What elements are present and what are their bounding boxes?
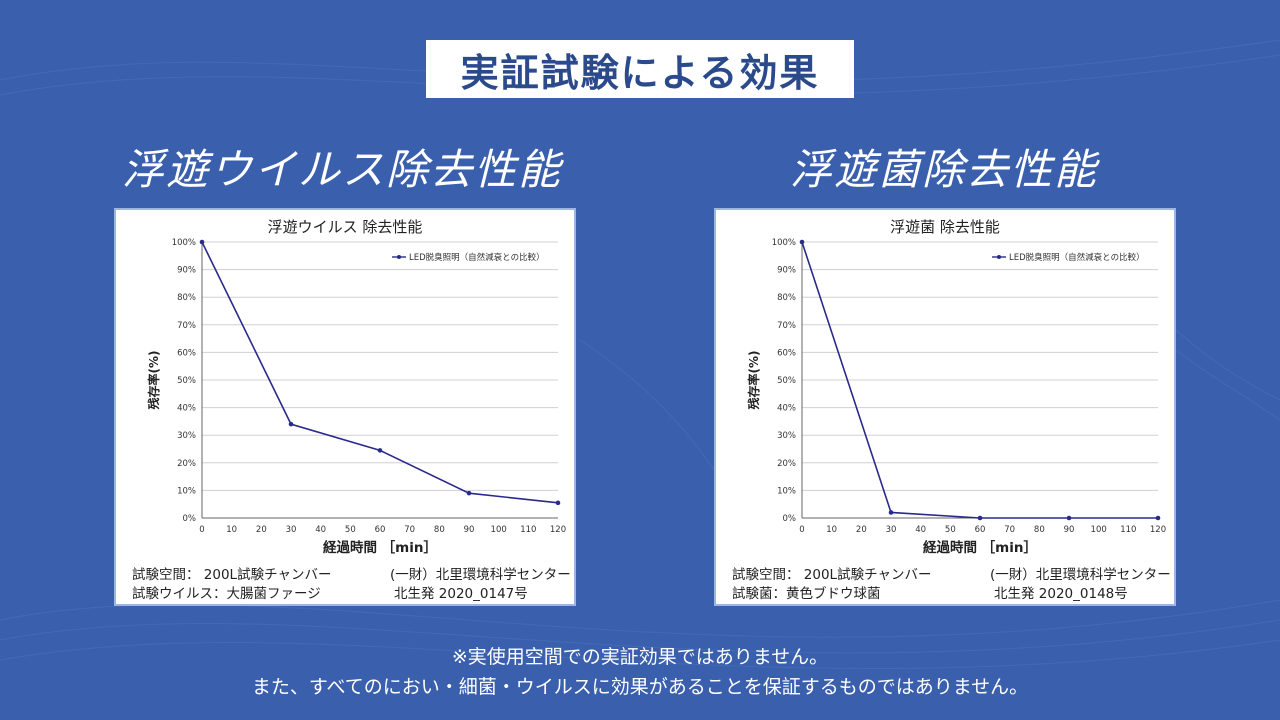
y-tick-label: 40%	[177, 404, 196, 414]
x-tick-label: 0	[799, 525, 804, 535]
data-point	[377, 448, 383, 453]
y-axis-label: 残存率(%)	[146, 351, 161, 410]
x-tick-label: 100	[1091, 525, 1107, 535]
x-tick-label: 70	[404, 525, 415, 535]
org-label: (一財）北里環境科学センター	[390, 567, 571, 583]
x-axis-label: 経過時間 ［min］	[323, 539, 437, 556]
x-tick-label: 30	[286, 525, 297, 535]
x-tick-label: 40	[915, 525, 926, 535]
data-point	[466, 490, 472, 496]
x-tick-label: 120	[550, 525, 566, 535]
report-number: 北生発 2020_0147号	[394, 586, 528, 602]
y-tick-label: 0%	[183, 514, 197, 524]
y-tick-label: 20%	[177, 459, 196, 469]
y-tick-label: 30%	[777, 431, 796, 441]
x-tick-label: 10	[226, 525, 237, 535]
disclaimer-line-1: ※実使用空間での実証効果ではありません。	[451, 646, 829, 668]
series-line	[201, 241, 559, 504]
data-point	[888, 510, 894, 515]
y-tick-label: 80%	[177, 293, 196, 303]
x-tick-label: 20	[856, 525, 867, 535]
y-tick-label: 100%	[172, 238, 196, 248]
y-tick-label: 10%	[177, 486, 196, 496]
x-tick-label: 110	[1120, 525, 1136, 535]
x-tick-label: 70	[1004, 525, 1015, 535]
x-tick-label: 50	[945, 525, 956, 535]
y-tick-label: 80%	[777, 293, 796, 303]
x-tick-label: 0	[199, 525, 204, 535]
bacteria-chart: 浮遊菌 除去性能0%10%20%30%40%50%60%70%80%90%100…	[746, 218, 1166, 556]
bacteria-section-heading: 浮遊菌除去性能	[790, 145, 1099, 194]
x-tick-label: 30	[886, 525, 897, 535]
report-number: 北生発 2020_0148号	[994, 586, 1128, 602]
legend-marker	[397, 255, 401, 259]
x-tick-label: 100	[491, 525, 507, 535]
data-point	[288, 421, 294, 427]
x-tick-label: 50	[345, 525, 356, 535]
virus-chart-panel: 浮遊ウイルス 除去性能 0% 10% 20% 30% 40% 50% 60% 70% 80% 90%…	[114, 208, 576, 606]
x-tick-label: 60	[375, 525, 386, 535]
y-tick-label: 30%	[177, 431, 196, 441]
test-subject-label: 試験ウイルス：大腸菌ファージ	[132, 586, 321, 602]
y-tick-label: 50%	[177, 376, 196, 386]
data-point	[1066, 515, 1072, 521]
x-tick-label: 120	[1150, 525, 1166, 535]
main-banner: 実証試験による効果	[426, 40, 854, 98]
disclaimer-line-2: また、すべてのにおい・細菌・ウイルスに効果があることを保証するものではありません…	[251, 676, 1029, 698]
y-tick-label: 90%	[777, 266, 796, 276]
chart-title: 浮遊ウイルス 除去性能	[268, 218, 423, 236]
test-subject-label: 試験菌：黄色ブドウ球菌	[732, 586, 881, 602]
x-tick-label: 110	[520, 525, 536, 535]
chart-title: 浮遊菌 除去性能	[890, 218, 1000, 236]
data-point	[199, 239, 205, 245]
y-tick-label: 70%	[777, 321, 796, 331]
legend-label: LED脱臭照明（自然減衰との比較）	[1009, 252, 1145, 263]
data-point	[799, 239, 805, 245]
y-tick-label: 50%	[777, 376, 796, 386]
data-point	[555, 500, 561, 506]
x-tick-label: 20	[256, 525, 267, 535]
virus-section-heading: 浮遊ウイルス除去性能	[122, 145, 563, 194]
x-tick-label: 80	[1034, 525, 1045, 535]
virus-chart: 浮遊ウイルス 除去性能 0% 10% 20% 30% 40% 50% 60% 70% 80% 90%…	[146, 218, 566, 556]
legend-marker	[997, 255, 1001, 259]
data-point	[1155, 515, 1161, 521]
bacteria-test-org: (一財）北里環境科学センター 北生発 2020_0148号	[990, 566, 1171, 604]
y-axis-label: 残存率(%)	[746, 351, 761, 410]
bacteria-test-info: 試験空間： 200L試験チャンバー 試験菌：黄色ブドウ球菌	[732, 566, 931, 604]
bacteria-chart-panel: 浮遊菌 除去性能 0% 10% 20% 30% 40% 50% 60% 70% 80% 90% 100…	[714, 208, 1176, 606]
y-tick-label: 100%	[772, 238, 796, 248]
org-label: (一財）北里環境科学センター	[990, 567, 1171, 583]
y-tick-label: 70%	[177, 321, 196, 331]
y-tick-label: 20%	[777, 459, 796, 469]
x-tick-label: 90	[1064, 525, 1075, 535]
x-tick-label: 90	[464, 525, 475, 535]
x-tick-label: 10	[826, 525, 837, 535]
legend-label: LED脱臭照明（自然減衰との比較）	[409, 252, 545, 263]
x-tick-label: 40	[315, 525, 326, 535]
x-axis-label: 経過時間 ［min］	[923, 539, 1037, 556]
virus-test-info: 試験空間： 200L試験チャンバー 試験ウイルス：大腸菌ファージ	[132, 566, 331, 604]
y-tick-label: 60%	[777, 348, 796, 358]
y-tick-label: 90%	[177, 266, 196, 276]
y-tick-label: 40%	[777, 404, 796, 414]
test-space-label: 試験空間： 200L試験チャンバー	[732, 567, 932, 583]
x-tick-label: 80	[434, 525, 445, 535]
y-tick-label: 10%	[777, 486, 796, 496]
y-tick-label: 60%	[177, 348, 196, 358]
data-point	[977, 515, 983, 521]
x-tick-label: 60	[975, 525, 986, 535]
virus-test-org: (一財）北里環境科学センター 北生発 2020_0147号	[390, 566, 571, 604]
test-space-label: 試験空間： 200L試験チャンバー	[132, 567, 332, 583]
y-tick-label: 0%	[783, 514, 797, 524]
